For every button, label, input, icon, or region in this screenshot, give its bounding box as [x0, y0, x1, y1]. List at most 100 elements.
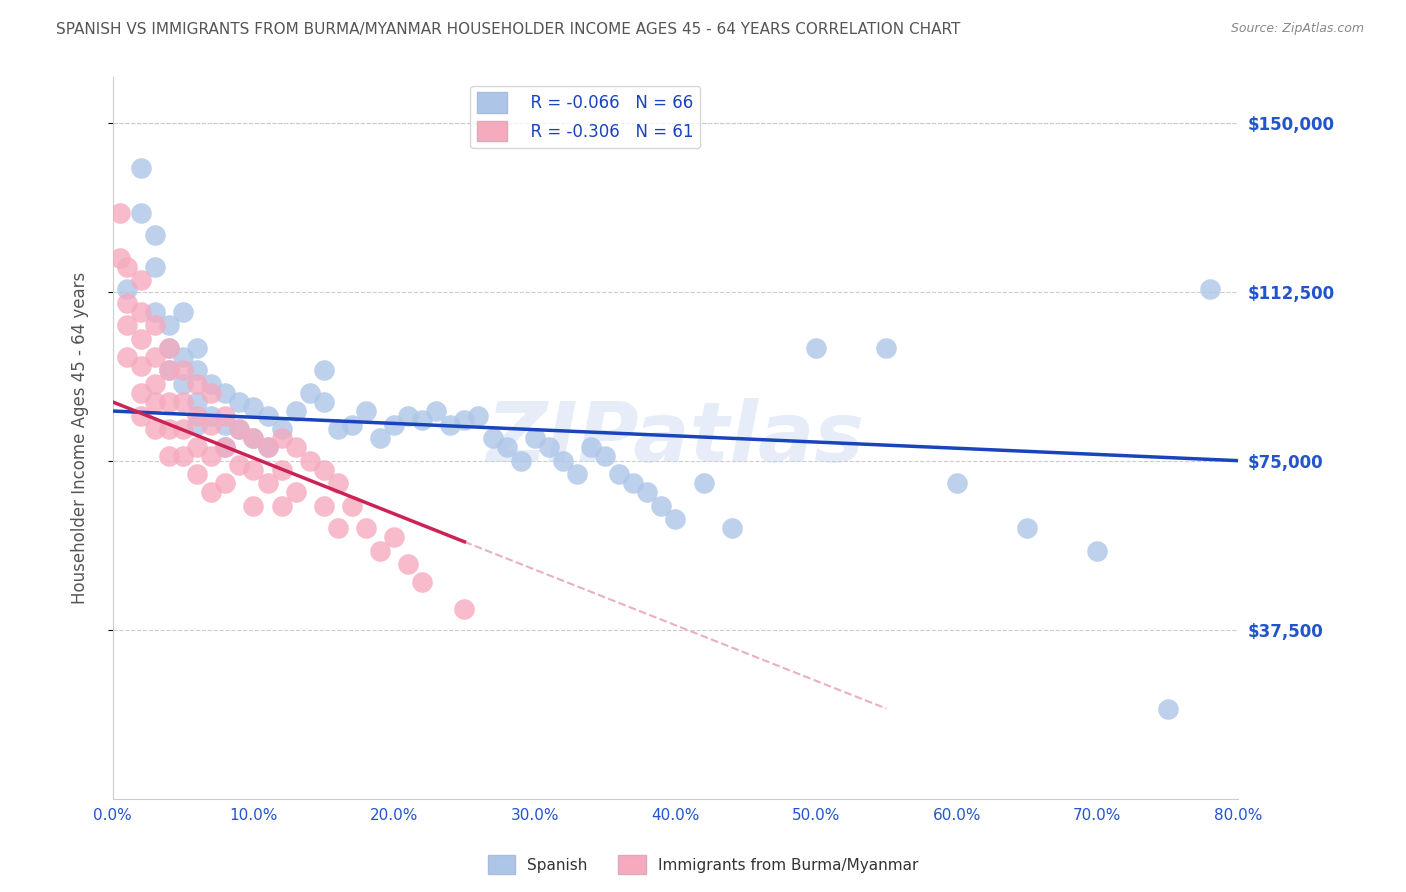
- Point: [242, 431, 264, 445]
- Point: [115, 282, 138, 296]
- Point: [411, 575, 433, 590]
- Point: [108, 205, 131, 219]
- Point: [172, 363, 194, 377]
- Point: [228, 395, 250, 409]
- Point: [340, 499, 363, 513]
- Point: [143, 395, 166, 409]
- Point: [256, 440, 278, 454]
- Point: [439, 417, 461, 432]
- Point: [1156, 701, 1178, 715]
- Point: [453, 602, 475, 616]
- Point: [523, 431, 546, 445]
- Point: [270, 499, 292, 513]
- Point: [157, 395, 180, 409]
- Point: [692, 476, 714, 491]
- Point: [945, 476, 967, 491]
- Point: [242, 400, 264, 414]
- Point: [312, 363, 335, 377]
- Legend: Spanish, Immigrants from Burma/Myanmar: Spanish, Immigrants from Burma/Myanmar: [481, 849, 925, 880]
- Point: [1015, 521, 1038, 535]
- Point: [256, 440, 278, 454]
- Point: [368, 543, 391, 558]
- Text: ZIPatlas: ZIPatlas: [486, 398, 865, 479]
- Point: [115, 260, 138, 274]
- Point: [270, 431, 292, 445]
- Point: [270, 422, 292, 436]
- Point: [298, 386, 321, 401]
- Point: [579, 440, 602, 454]
- Point: [1085, 543, 1108, 558]
- Point: [214, 440, 236, 454]
- Point: [200, 417, 222, 432]
- Text: Source: ZipAtlas.com: Source: ZipAtlas.com: [1230, 22, 1364, 36]
- Point: [467, 409, 489, 423]
- Point: [129, 386, 152, 401]
- Point: [172, 305, 194, 319]
- Point: [214, 417, 236, 432]
- Point: [172, 422, 194, 436]
- Point: [326, 422, 349, 436]
- Point: [284, 404, 307, 418]
- Point: [228, 458, 250, 472]
- Point: [453, 413, 475, 427]
- Point: [214, 409, 236, 423]
- Point: [115, 318, 138, 333]
- Point: [284, 485, 307, 500]
- Point: [214, 386, 236, 401]
- Point: [664, 512, 686, 526]
- Point: [108, 251, 131, 265]
- Point: [1198, 282, 1220, 296]
- Point: [551, 453, 574, 467]
- Point: [172, 350, 194, 364]
- Point: [396, 409, 419, 423]
- Point: [312, 395, 335, 409]
- Y-axis label: Householder Income Ages 45 - 64 years: Householder Income Ages 45 - 64 years: [72, 272, 89, 604]
- Point: [720, 521, 742, 535]
- Point: [143, 260, 166, 274]
- Point: [411, 413, 433, 427]
- Point: [636, 485, 658, 500]
- Point: [340, 417, 363, 432]
- Point: [143, 228, 166, 243]
- Point: [129, 409, 152, 423]
- Point: [425, 404, 447, 418]
- Point: [537, 440, 560, 454]
- Point: [621, 476, 644, 491]
- Point: [256, 476, 278, 491]
- Point: [326, 521, 349, 535]
- Point: [875, 341, 897, 355]
- Point: [242, 499, 264, 513]
- Point: [382, 530, 405, 544]
- Point: [200, 386, 222, 401]
- Point: [186, 376, 208, 391]
- Text: SPANISH VS IMMIGRANTS FROM BURMA/MYANMAR HOUSEHOLDER INCOME AGES 45 - 64 YEARS C: SPANISH VS IMMIGRANTS FROM BURMA/MYANMAR…: [56, 22, 960, 37]
- Point: [382, 417, 405, 432]
- Point: [396, 558, 419, 572]
- Point: [284, 440, 307, 454]
- Point: [200, 376, 222, 391]
- Point: [129, 359, 152, 373]
- Point: [214, 440, 236, 454]
- Point: [129, 305, 152, 319]
- Point: [565, 467, 588, 482]
- Point: [354, 404, 377, 418]
- Point: [186, 440, 208, 454]
- Point: [157, 341, 180, 355]
- Point: [186, 417, 208, 432]
- Point: [129, 205, 152, 219]
- Point: [157, 341, 180, 355]
- Point: [270, 463, 292, 477]
- Point: [200, 449, 222, 463]
- Point: [129, 273, 152, 287]
- Point: [143, 318, 166, 333]
- Point: [200, 409, 222, 423]
- Point: [172, 395, 194, 409]
- Point: [157, 363, 180, 377]
- Point: [172, 376, 194, 391]
- Point: [200, 485, 222, 500]
- Point: [242, 431, 264, 445]
- Point: [157, 318, 180, 333]
- Point: [186, 341, 208, 355]
- Point: [312, 463, 335, 477]
- Point: [298, 453, 321, 467]
